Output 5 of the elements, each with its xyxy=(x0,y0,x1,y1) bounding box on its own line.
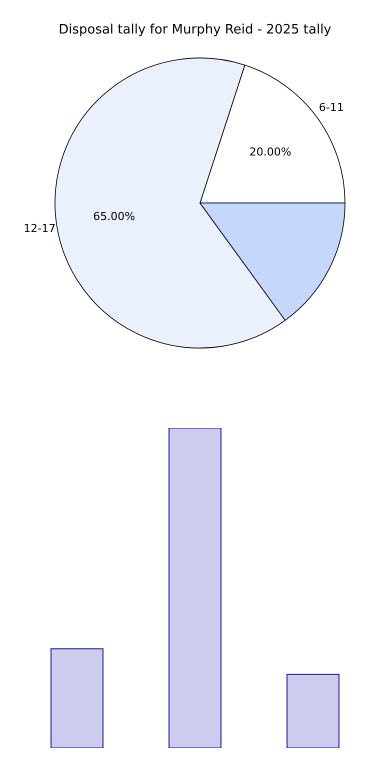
chart-title: Disposal tally for Murphy Reid - 2025 tally xyxy=(58,22,332,38)
slice-label: 12-17 xyxy=(24,222,56,235)
data-label: 65.00% xyxy=(93,210,136,224)
slice-label: 6-11 xyxy=(318,101,344,114)
data-label: 20.00% xyxy=(249,145,292,158)
